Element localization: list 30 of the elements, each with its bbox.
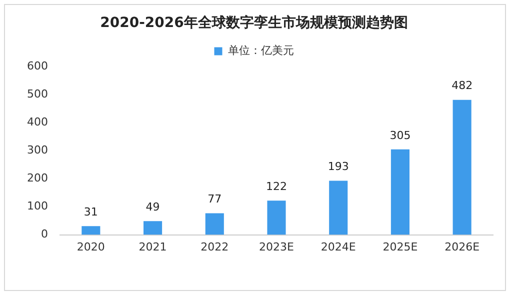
- bar: [144, 221, 162, 235]
- y-tick-label: 200: [26, 172, 48, 185]
- data-label: 31: [84, 205, 98, 218]
- x-tick-label: 2022: [200, 240, 229, 254]
- y-tick-label: 300: [26, 144, 48, 157]
- y-tick-label: 400: [26, 116, 48, 129]
- data-label: 122: [266, 180, 287, 193]
- x-tick-label: 2021: [138, 240, 167, 254]
- x-tick-label: 2024E: [320, 240, 356, 254]
- bar: [329, 180, 348, 235]
- bar: [82, 226, 100, 235]
- data-label: 49: [146, 200, 160, 214]
- x-tick-label: 2025E: [382, 240, 418, 254]
- chart-title: 2020-2026年全球数字孪生市场规模预测趋势图: [100, 14, 408, 32]
- y-tick-label: 100: [26, 200, 48, 213]
- bar: [390, 149, 410, 235]
- legend-label: 单位：亿美元: [228, 44, 294, 58]
- data-label: 193: [328, 160, 349, 174]
- data-label: 305: [390, 128, 411, 142]
- data-label: 482: [452, 79, 473, 92]
- x-tick-label: 2023E: [259, 240, 294, 254]
- bar: [452, 100, 472, 235]
- y-tick-label: 600: [26, 60, 48, 73]
- bar: [205, 213, 224, 235]
- x-tick-label: 2020: [76, 240, 105, 254]
- data-label: 77: [208, 192, 222, 206]
- x-tick-label: 2026E: [444, 240, 480, 254]
- y-tick-label: 0: [40, 228, 48, 241]
- bar: [267, 200, 286, 235]
- y-tick-label: 500: [26, 88, 48, 101]
